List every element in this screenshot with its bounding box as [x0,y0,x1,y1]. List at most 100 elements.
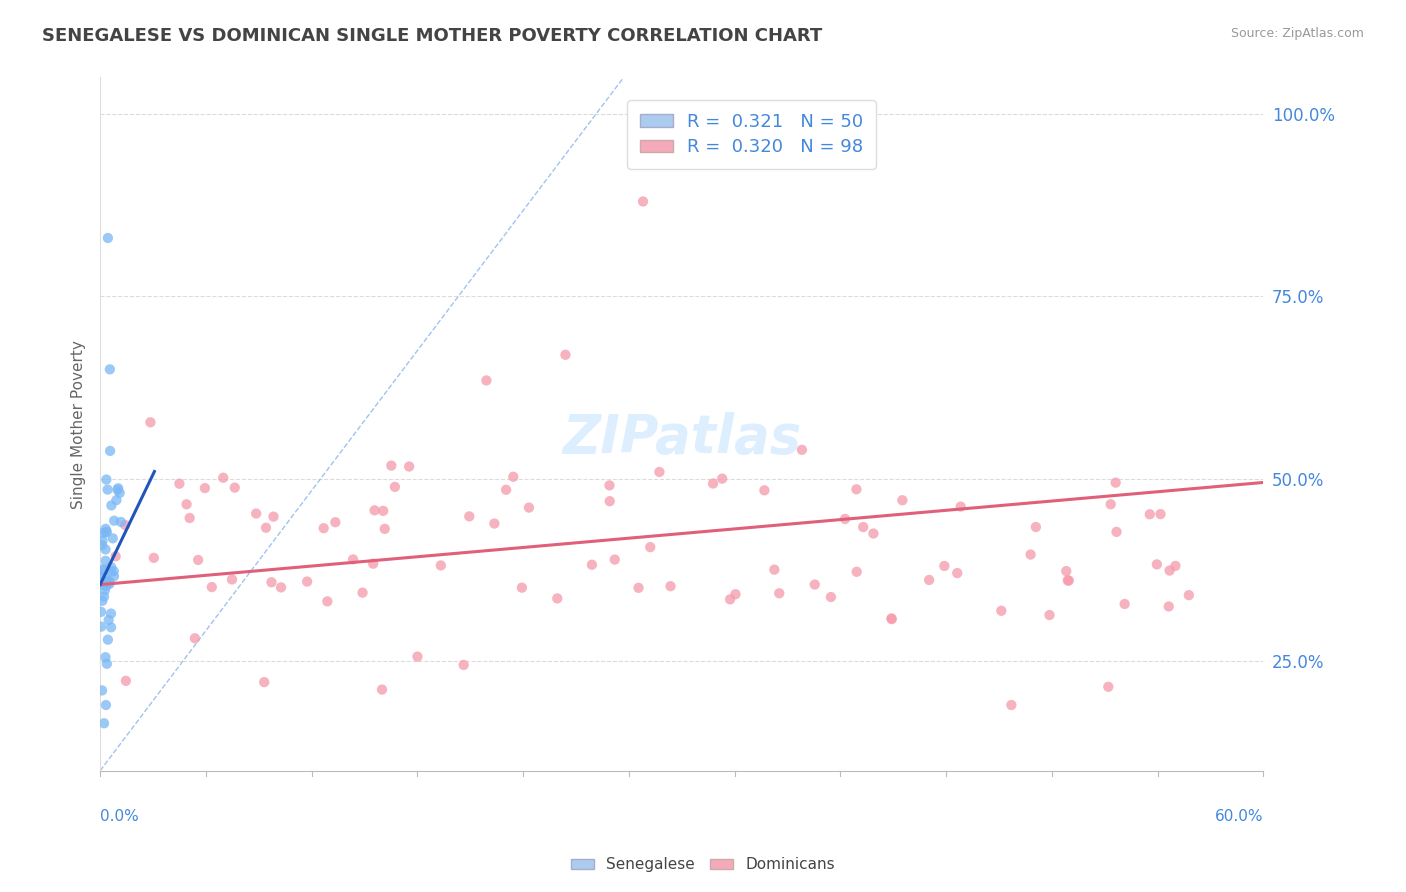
Point [100,565,122,579]
Point [598,478,620,492]
Point [1105,475,1128,490]
Point [918,573,941,587]
Point [96,657,118,671]
Point [201,580,224,594]
Point [891,493,914,508]
Point [96,579,118,593]
Point [510,581,533,595]
Point [1056,574,1078,588]
Point [105,493,128,508]
Point [554,348,576,362]
Point [458,509,481,524]
Point [90,620,112,634]
Point [94,522,117,536]
Point [371,682,394,697]
Point [93,569,115,583]
Point [263,509,285,524]
Point [398,459,420,474]
Point [880,612,903,626]
Point [862,526,884,541]
Point [1097,680,1119,694]
Point [98,577,121,591]
Point [361,557,384,571]
Point [97,575,120,590]
Point [1164,558,1187,573]
Y-axis label: Single Mother Poverty: Single Mother Poverty [72,340,86,508]
Point [212,471,235,485]
Text: 0.0%: 0.0% [100,809,139,824]
Point [711,472,734,486]
Point [100,607,122,621]
Point [245,507,267,521]
Point [546,591,568,606]
Point [97,483,120,497]
Point [316,594,339,608]
Legend: Senegalese, Dominicans: Senegalese, Dominicans [564,849,842,880]
Point [1105,524,1128,539]
Point [100,560,122,574]
Point [97,613,120,627]
Point [845,565,868,579]
Point [1054,564,1077,578]
Point [631,194,654,209]
Point [91,562,114,576]
Point [453,657,475,672]
Point [103,514,125,528]
Point [169,476,191,491]
Point [430,558,453,573]
Point [96,473,118,487]
Point [94,542,117,557]
Point [91,538,114,552]
Point [763,563,786,577]
Point [373,504,395,518]
Point [352,585,374,599]
Point [295,574,318,589]
Point [820,590,842,604]
Point [1019,548,1042,562]
Point [659,579,682,593]
Point [114,518,136,533]
Point [803,577,825,591]
Point [93,590,115,604]
Point [724,587,747,601]
Point [834,512,856,526]
Point [260,575,283,590]
Point [103,564,125,578]
Point [1114,597,1136,611]
Text: 60.0%: 60.0% [1215,809,1264,824]
Point [845,483,868,497]
Text: Source: ZipAtlas.com: Source: ZipAtlas.com [1230,27,1364,40]
Point [517,500,540,515]
Point [194,481,217,495]
Point [101,532,124,546]
Point [100,620,122,634]
Point [581,558,603,572]
Point [90,574,112,589]
Legend: R =  0.321   N = 50, R =  0.320   N = 98: R = 0.321 N = 50, R = 0.320 N = 98 [627,100,876,169]
Point [718,592,741,607]
Point [1038,608,1060,623]
Point [98,362,121,376]
Point [98,444,121,458]
Point [115,673,138,688]
Point [91,594,114,608]
Point [94,698,117,712]
Point [97,632,120,647]
Point [93,578,115,592]
Point [754,483,776,498]
Point [638,540,661,554]
Point [94,650,117,665]
Point [93,525,115,540]
Point [384,480,406,494]
Point [139,415,162,429]
Point [1025,520,1047,534]
Point [475,373,498,387]
Text: ZIPatlas: ZIPatlas [562,412,801,464]
Point [342,552,364,566]
Point [502,469,524,483]
Point [184,632,207,646]
Point [627,581,650,595]
Point [363,503,385,517]
Point [1139,508,1161,522]
Point [224,481,246,495]
